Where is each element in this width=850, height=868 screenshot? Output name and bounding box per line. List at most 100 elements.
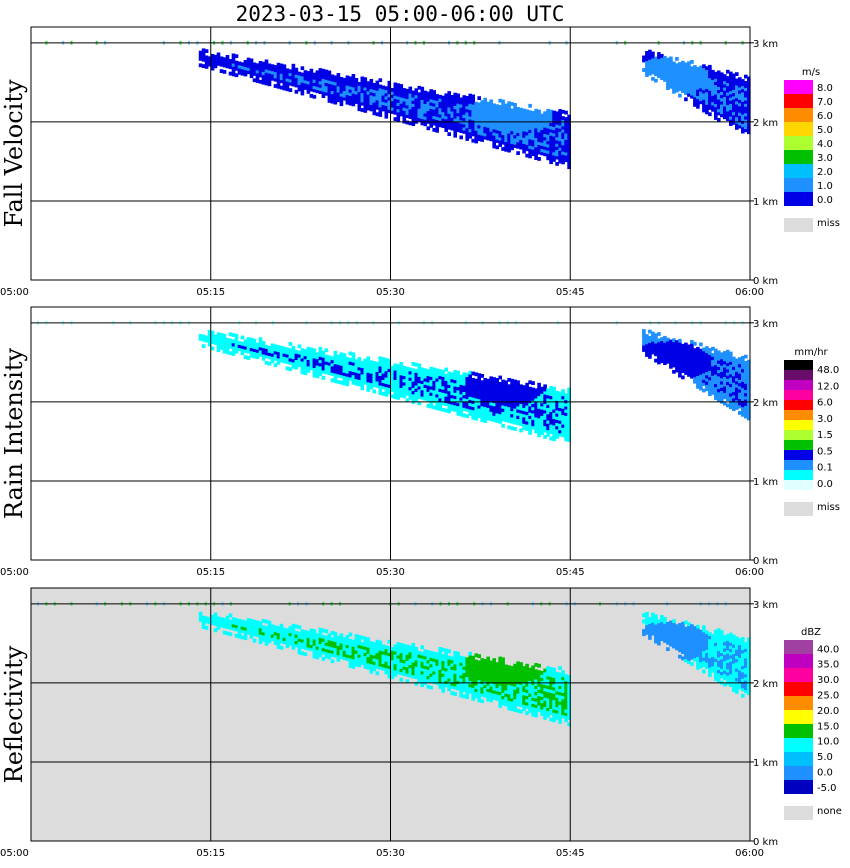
reflectivity-ytick-label-1: 1 km xyxy=(753,758,778,769)
rain-intensity-xtick-label-1: 05:15 xyxy=(196,567,225,578)
fall-velocity-legend: m/s 8.0 7.0 6.0 5.0 4.0 3.0 2.0 1.0 0.0 miss xyxy=(784,67,840,232)
rain-intensity-legend-missing-label: miss xyxy=(817,502,840,513)
reflectivity-xtick-label-1: 05:15 xyxy=(196,848,225,859)
fall-velocity-legend-swatch-4 xyxy=(784,136,813,150)
rain-intensity-xtick-label-3: 05:45 xyxy=(556,567,585,578)
reflectivity-legend-swatch-3 xyxy=(784,682,813,696)
fall-velocity-xtick-label-2: 05:30 xyxy=(376,287,405,298)
reflectivity-legend-label-9: -5.0 xyxy=(817,783,837,794)
reflectivity-legend-swatch-2 xyxy=(784,668,813,682)
rain-intensity-legend-swatch-5 xyxy=(784,410,813,420)
rain-intensity-legend-swatch-3 xyxy=(784,390,813,400)
rain-intensity-echo-0 xyxy=(198,329,571,442)
fall-velocity-legend-swatch-5 xyxy=(784,150,813,164)
rain-intensity-legend-label-7: 0.0 xyxy=(817,479,833,490)
fall-velocity-legend-label-5: 3.0 xyxy=(817,153,833,164)
reflectivity-legend: dBZ 40.0 35.0 30.0 25.0 20.0 15.0 10.0 5.0 0.0 -5.… xyxy=(784,627,842,820)
rain-intensity-xtick-label-4: 06:00 xyxy=(735,567,764,578)
rain-intensity-legend-swatch-2 xyxy=(784,380,813,390)
fall-velocity-frame xyxy=(30,26,751,281)
fall-velocity-legend-swatch-1 xyxy=(784,94,813,108)
fall-velocity-xtick-label-0: 05:00 xyxy=(0,287,29,298)
fall-velocity-ytick-label-3: 3 km xyxy=(753,39,778,50)
fall-velocity-legend-swatch-7 xyxy=(784,178,813,192)
rain-intensity-legend: mm/hr 48.0 12.0 6.0 3.0 1.5 0.5 0.1 0.0 miss xyxy=(784,347,840,516)
rain-intensity-legend-label-3: 3.0 xyxy=(817,414,833,425)
reflectivity-legend-swatch-6 xyxy=(784,724,813,738)
reflectivity-legend-swatch-4 xyxy=(784,696,813,710)
rain-intensity-legend-label-6: 0.1 xyxy=(817,463,833,474)
rain-intensity-legend-label-4: 1.5 xyxy=(817,430,833,441)
fall-velocity-legend-label-4: 4.0 xyxy=(817,139,833,150)
reflectivity-echo-0 xyxy=(198,611,571,727)
reflectivity-legend-swatch-0 xyxy=(784,640,813,654)
rain-intensity-legend-swatch-12 xyxy=(784,480,813,490)
fall-velocity-legend-label-6: 2.0 xyxy=(817,167,833,178)
reflectivity-legend-label-5: 15.0 xyxy=(817,721,839,732)
rain-intensity-legend-swatch-6 xyxy=(784,420,813,430)
fall-velocity-legend-swatch-0 xyxy=(784,80,813,94)
fall-velocity-xtick-label-4: 06:00 xyxy=(735,287,764,298)
reflectivity-legend-label-7: 5.0 xyxy=(817,752,833,763)
reflectivity-legend-label-1: 35.0 xyxy=(817,660,839,671)
fall-velocity-panel-label: Fall Velocity xyxy=(0,79,28,228)
reflectivity-legend-label-3: 25.0 xyxy=(817,691,839,702)
chart-title: 2023-03-15 05:00-06:00 UTC xyxy=(235,2,565,26)
rain-intensity-legend-label-5: 0.5 xyxy=(817,446,833,457)
reflectivity-legend-label-2: 30.0 xyxy=(817,675,839,686)
rain-intensity-xtick-label-0: 05:00 xyxy=(0,567,29,578)
rain-intensity-panel-label: Rain Intensity xyxy=(0,348,28,520)
reflectivity-echo-1 xyxy=(642,612,751,698)
reflectivity-frame xyxy=(30,587,751,842)
fall-velocity-ytick-label-0: 0 km xyxy=(753,276,778,287)
reflectivity-legend-label-6: 10.0 xyxy=(817,737,839,748)
fall-velocity-legend-unit: m/s xyxy=(802,67,820,78)
rain-intensity-legend-swatch-10 xyxy=(784,460,813,470)
rain-intensity-legend-swatch-7 xyxy=(784,430,813,440)
fall-velocity-legend-label-3: 5.0 xyxy=(817,125,833,136)
reflectivity-xtick-label-0: 05:00 xyxy=(0,848,29,859)
fall-velocity-xtick-label-3: 05:45 xyxy=(556,287,585,298)
rain-intensity-legend-missing-swatch xyxy=(784,502,813,516)
panel-reflectivity: 05:00 05:15 05:30 05:45 06:000 km 1 km 2 km 3 k… xyxy=(0,587,842,859)
rain-intensity-echo-1 xyxy=(642,329,751,421)
reflectivity-legend-swatch-9 xyxy=(784,766,813,780)
rain-intensity-legend-label-1: 12.0 xyxy=(817,381,839,392)
rain-intensity-legend-label-0: 48.0 xyxy=(817,365,839,376)
reflectivity-legend-missing-label: none xyxy=(817,806,842,817)
fall-velocity-legend-missing-label: miss xyxy=(817,218,840,229)
fall-velocity-echo-0 xyxy=(198,48,571,170)
rain-intensity-ytick-label-1: 1 km xyxy=(753,477,778,488)
reflectivity-xtick-label-3: 05:45 xyxy=(556,848,585,859)
reflectivity-legend-swatch-1 xyxy=(784,654,813,668)
reflectivity-ytick-label-0: 0 km xyxy=(753,837,778,848)
fall-velocity-legend-missing-swatch xyxy=(784,218,813,232)
rain-intensity-legend-swatch-0 xyxy=(784,360,813,370)
rain-intensity-legend-swatch-9 xyxy=(784,450,813,460)
reflectivity-legend-label-4: 20.0 xyxy=(817,706,839,717)
fall-velocity-echo-1 xyxy=(642,49,751,135)
reflectivity-ytick-label-3: 3 km xyxy=(753,600,778,611)
reflectivity-legend-swatch-5 xyxy=(784,710,813,724)
rain-intensity-legend-swatch-11 xyxy=(784,470,813,480)
fall-velocity-ytick-label-1: 1 km xyxy=(753,197,778,208)
rain-intensity-ytick-label-0: 0 km xyxy=(753,556,778,567)
panel-rain-intensity: 05:00 05:15 05:30 05:45 06:000 km 1 km 2 km 3 k… xyxy=(0,306,840,578)
rain-intensity-legend-swatch-8 xyxy=(784,440,813,450)
reflectivity-ytick-label-2: 2 km xyxy=(753,679,778,690)
reflectivity-xtick-label-2: 05:30 xyxy=(376,848,405,859)
reflectivity-xtick-label-4: 06:00 xyxy=(735,848,764,859)
rain-intensity-frame xyxy=(30,306,751,561)
fall-velocity-xtick-label-1: 05:15 xyxy=(196,287,225,298)
reflectivity-legend-unit: dBZ xyxy=(801,627,821,638)
fall-velocity-legend-label-8: 0.0 xyxy=(817,195,833,206)
rain-intensity-legend-swatch-1 xyxy=(784,370,813,380)
reflectivity-legend-label-8: 0.0 xyxy=(817,768,833,779)
fall-velocity-legend-label-7: 1.0 xyxy=(817,181,833,192)
reflectivity-legend-swatch-8 xyxy=(784,752,813,766)
rain-intensity-xtick-label-2: 05:30 xyxy=(376,567,405,578)
fall-velocity-legend-swatch-2 xyxy=(784,108,813,122)
fall-velocity-ytick-label-2: 2 km xyxy=(753,118,778,129)
reflectivity-panel-label: Reflectivity xyxy=(0,645,28,783)
